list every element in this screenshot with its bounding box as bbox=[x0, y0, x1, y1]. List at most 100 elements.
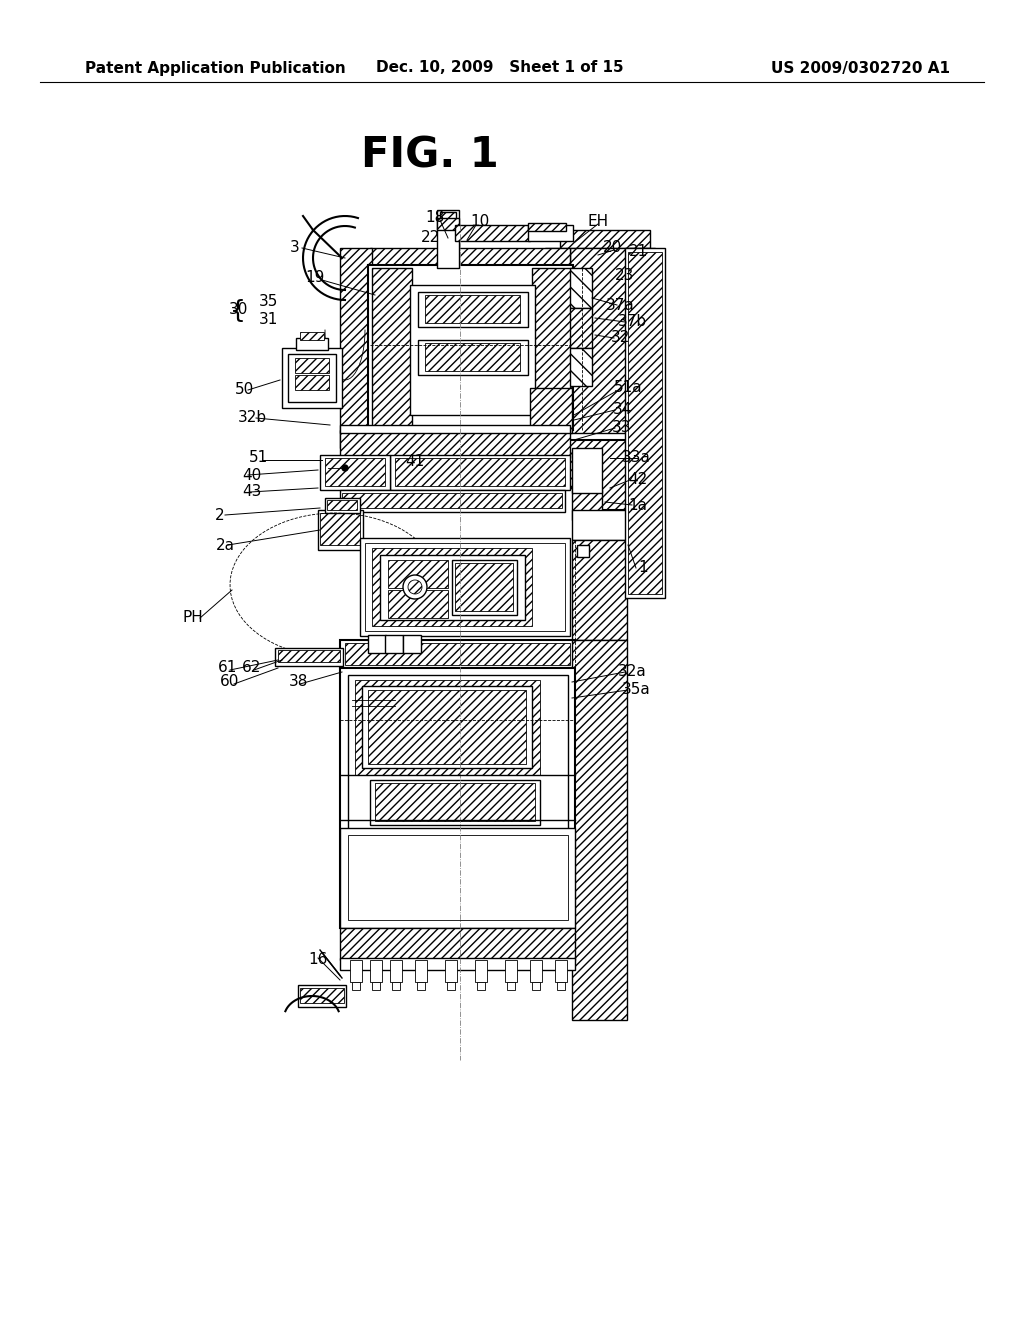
Bar bbox=[570, 308, 592, 348]
Bar bbox=[455, 224, 530, 242]
Bar bbox=[410, 285, 535, 414]
Bar bbox=[340, 828, 575, 928]
Text: 1: 1 bbox=[638, 561, 648, 576]
Bar bbox=[532, 982, 540, 990]
Bar bbox=[577, 545, 589, 557]
Bar bbox=[372, 548, 532, 626]
Text: 42: 42 bbox=[629, 473, 647, 487]
Text: 21: 21 bbox=[629, 244, 647, 260]
Text: 35: 35 bbox=[258, 294, 278, 309]
Text: 23: 23 bbox=[615, 268, 635, 282]
Bar bbox=[385, 635, 403, 653]
Bar bbox=[350, 960, 362, 982]
Bar bbox=[570, 248, 655, 433]
Bar bbox=[340, 490, 565, 512]
Text: 60: 60 bbox=[220, 675, 240, 689]
Bar bbox=[555, 960, 567, 982]
Text: 51: 51 bbox=[249, 450, 267, 466]
Bar bbox=[372, 268, 412, 426]
Text: 33a: 33a bbox=[622, 450, 650, 466]
Text: 62: 62 bbox=[243, 660, 262, 676]
Bar bbox=[505, 960, 517, 982]
Bar bbox=[340, 928, 575, 960]
Text: 43: 43 bbox=[243, 484, 262, 499]
Bar bbox=[370, 248, 570, 267]
Text: 41: 41 bbox=[406, 454, 425, 470]
Text: 33: 33 bbox=[612, 421, 632, 436]
Bar bbox=[415, 960, 427, 982]
Bar bbox=[319, 513, 360, 545]
Text: 37b: 37b bbox=[617, 314, 646, 330]
Text: 37a: 37a bbox=[605, 297, 635, 313]
Text: 31: 31 bbox=[258, 313, 278, 327]
Bar bbox=[345, 643, 570, 665]
Bar bbox=[360, 539, 570, 636]
Bar bbox=[348, 675, 568, 923]
Bar bbox=[530, 960, 542, 982]
Bar bbox=[425, 343, 520, 371]
Bar bbox=[628, 252, 662, 594]
Bar bbox=[295, 375, 329, 389]
Bar bbox=[370, 960, 382, 982]
Bar bbox=[477, 982, 485, 990]
Bar bbox=[437, 210, 459, 268]
Bar bbox=[327, 500, 357, 510]
Bar bbox=[417, 982, 425, 990]
Bar bbox=[572, 510, 627, 540]
Bar bbox=[507, 982, 515, 990]
Text: 50: 50 bbox=[236, 383, 255, 397]
Bar bbox=[447, 982, 455, 990]
Bar bbox=[572, 640, 627, 1020]
Text: 61: 61 bbox=[218, 660, 238, 676]
Circle shape bbox=[342, 465, 348, 471]
Text: 32: 32 bbox=[610, 330, 630, 346]
Text: 2a: 2a bbox=[215, 537, 234, 553]
Bar bbox=[298, 985, 346, 1007]
Bar bbox=[278, 649, 340, 663]
Bar bbox=[572, 540, 627, 640]
Bar bbox=[625, 248, 665, 598]
Polygon shape bbox=[565, 440, 665, 510]
Text: PH: PH bbox=[182, 610, 204, 626]
Bar bbox=[368, 265, 573, 430]
Bar bbox=[572, 447, 602, 492]
Bar bbox=[340, 958, 575, 970]
Bar bbox=[395, 458, 565, 486]
Bar bbox=[368, 635, 386, 653]
Text: US 2009/0302720 A1: US 2009/0302720 A1 bbox=[771, 61, 950, 75]
Text: 18: 18 bbox=[425, 210, 444, 226]
Bar bbox=[418, 292, 528, 327]
Bar bbox=[403, 635, 421, 653]
Bar bbox=[452, 560, 517, 615]
Text: Dec. 10, 2009   Sheet 1 of 15: Dec. 10, 2009 Sheet 1 of 15 bbox=[376, 61, 624, 75]
Text: 35a: 35a bbox=[622, 682, 650, 697]
Text: FIG. 1: FIG. 1 bbox=[361, 135, 499, 176]
Bar bbox=[532, 268, 572, 426]
Bar bbox=[282, 348, 342, 408]
Bar bbox=[340, 640, 575, 668]
Bar bbox=[425, 294, 520, 323]
Bar bbox=[275, 648, 343, 667]
Bar bbox=[325, 458, 385, 486]
Bar bbox=[530, 388, 572, 433]
Text: 19: 19 bbox=[305, 271, 325, 285]
Bar bbox=[352, 982, 360, 990]
Bar bbox=[362, 686, 532, 768]
Text: 32a: 32a bbox=[617, 664, 646, 680]
Bar bbox=[418, 341, 528, 375]
Bar bbox=[390, 455, 570, 490]
Bar bbox=[475, 960, 487, 982]
Bar bbox=[355, 680, 540, 775]
Text: 3: 3 bbox=[290, 240, 300, 256]
Bar bbox=[300, 333, 324, 341]
Bar bbox=[368, 690, 526, 764]
Circle shape bbox=[403, 576, 427, 599]
Bar bbox=[545, 248, 650, 267]
Bar bbox=[375, 783, 535, 821]
Bar bbox=[390, 960, 402, 982]
Bar bbox=[295, 358, 329, 374]
Bar bbox=[288, 354, 336, 403]
Bar bbox=[370, 780, 540, 825]
Text: 34: 34 bbox=[612, 403, 632, 417]
Bar bbox=[340, 430, 570, 458]
